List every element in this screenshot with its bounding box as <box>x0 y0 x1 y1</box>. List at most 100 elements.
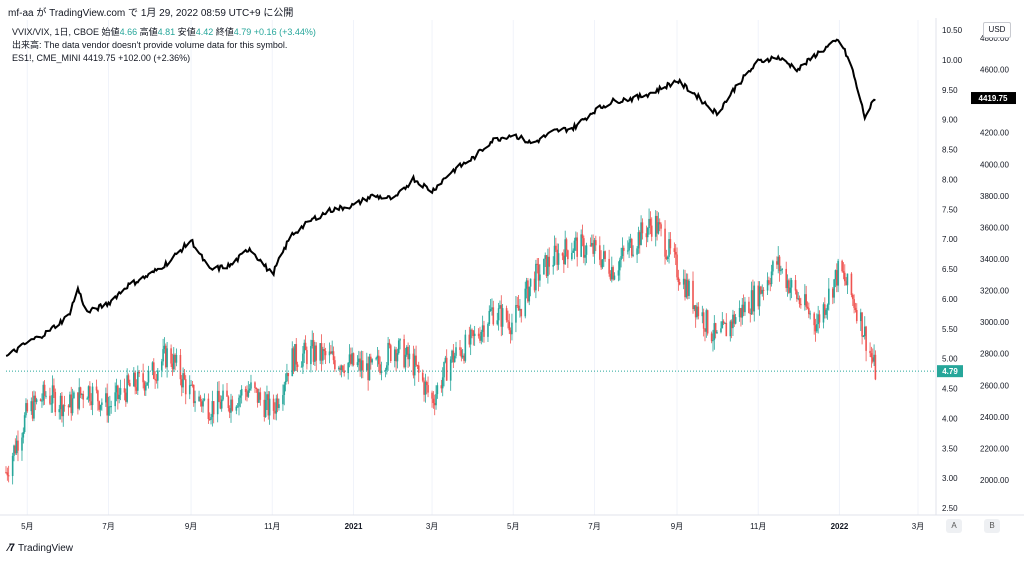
candle-body-177 <box>334 360 336 370</box>
legend-close-label: 終値 <box>215 27 234 37</box>
candle-body-210 <box>396 353 399 362</box>
candle-body-6 <box>15 440 18 454</box>
candle-body-135 <box>256 388 259 403</box>
candle-body-358 <box>673 248 676 252</box>
candle-body-227 <box>427 385 429 393</box>
candle-body-79 <box>152 362 155 379</box>
candle-body-256 <box>481 325 484 332</box>
candle-body-271 <box>509 330 512 335</box>
candle-body-118 <box>226 390 228 397</box>
candle-body-120 <box>228 408 231 413</box>
candle-body-355 <box>666 256 669 259</box>
candle-body-183 <box>347 362 349 374</box>
candle-body-163 <box>310 346 312 365</box>
x-tick-3: 11月 <box>264 522 280 531</box>
candle-body-280 <box>527 280 529 302</box>
candle-body-329 <box>618 259 621 271</box>
candle-body-124 <box>236 406 239 408</box>
candle-body-377 <box>706 310 709 334</box>
candle-body-230 <box>433 403 436 406</box>
candle-body-270 <box>508 321 511 331</box>
candle-body-66 <box>127 375 130 384</box>
candle-body-456 <box>854 307 857 310</box>
candle-body-62 <box>119 388 122 395</box>
candle-body-261 <box>491 307 493 310</box>
legend: VVIX/VIX, 1日, CBOE 始値4.66 高値4.81 安値4.42 … <box>12 26 316 65</box>
candle-body-131 <box>248 388 251 391</box>
candle-body-441 <box>826 304 829 310</box>
y-left-tick-6: 7.50 <box>942 205 958 214</box>
candle-body-208 <box>393 349 396 362</box>
candle-body-8 <box>21 437 23 451</box>
candle-body-133 <box>254 382 256 388</box>
legend-overlay-symbol[interactable]: ES1!, CME_MINI <box>12 53 81 63</box>
candle-body-189 <box>358 358 360 363</box>
candle-body-23 <box>49 395 51 404</box>
candle-body-179 <box>339 367 341 371</box>
candle-body-11 <box>25 403 27 416</box>
candle-body-232 <box>436 385 439 395</box>
candle-body-61 <box>118 394 120 400</box>
currency-button[interactable]: USD <box>983 22 1011 38</box>
candle-body-218 <box>412 353 415 376</box>
candle-body-165 <box>312 340 315 362</box>
candle-body-199 <box>376 355 379 359</box>
candle-body-361 <box>677 277 680 283</box>
candle-body-284 <box>535 263 537 291</box>
candle-body-331 <box>621 247 624 257</box>
candle-body-288 <box>543 258 545 275</box>
candle-body-174 <box>330 351 332 354</box>
candle-body-273 <box>515 305 517 323</box>
vvix-vix-price-axis[interactable]: 10.50 10.00 9.50 9.00 8.50 8.00 7.50 7.00 6.50 6.… <box>942 26 963 513</box>
candle-body-96 <box>183 373 186 380</box>
candle-body-338 <box>636 248 638 255</box>
candle-body-371 <box>696 306 698 318</box>
candle-body-452 <box>846 273 849 286</box>
candle-body-46 <box>90 401 93 406</box>
candle-body-395 <box>741 304 744 318</box>
candle-body-448 <box>841 260 843 272</box>
candle-body-134 <box>255 387 258 389</box>
candle-body-254 <box>479 336 481 341</box>
candle-body-157 <box>296 364 299 367</box>
candle-body-369 <box>693 305 696 310</box>
candle-body-90 <box>172 354 175 370</box>
candle-body-305 <box>573 240 576 251</box>
candle-body-460 <box>862 336 865 338</box>
candle-body-390 <box>732 314 734 329</box>
candle-body-286 <box>537 264 540 281</box>
candle-body-184 <box>348 354 351 363</box>
candle-body-31 <box>62 405 65 417</box>
candle-body-368 <box>692 280 694 310</box>
candle-body-400 <box>750 290 753 314</box>
candle-body-367 <box>688 280 690 296</box>
candle-body-101 <box>192 384 195 404</box>
candle-body-94 <box>180 379 183 388</box>
candle-body-405 <box>760 286 762 294</box>
log-scale-button[interactable]: B <box>984 519 1000 533</box>
candle-body-290 <box>545 255 548 277</box>
y-right-tick-4: 4000.00 <box>980 160 1009 169</box>
x-tick-4: 2021 <box>345 522 363 531</box>
candle-body-404 <box>758 286 761 307</box>
candle-body-334 <box>628 242 630 251</box>
candle-body-50 <box>98 401 100 410</box>
legend-low-label: 安値 <box>177 27 196 37</box>
candle-body-206 <box>388 342 391 346</box>
candle-body-326 <box>612 267 614 280</box>
candle-body-373 <box>701 312 704 317</box>
footer-brand[interactable]: TradingView <box>17 542 73 554</box>
candle-body-95 <box>182 373 184 388</box>
candle-body-106 <box>202 400 204 407</box>
time-axis[interactable]: 5月 7月 9月 11月 2021 3月 5月 7月 9月 11月 2022 3月 <box>21 522 924 531</box>
candle-body-186 <box>351 353 353 364</box>
candle-body-173 <box>328 351 331 356</box>
candle-body-86 <box>164 345 167 368</box>
candle-body-5 <box>14 445 17 454</box>
auto-scale-button[interactable]: A <box>946 519 962 533</box>
legend-symbol[interactable]: VVIX/VIX, 1日, CBOE <box>12 27 100 37</box>
candle-body-121 <box>230 399 232 413</box>
candle-body-151 <box>286 372 288 381</box>
candle-body-356 <box>668 239 670 257</box>
